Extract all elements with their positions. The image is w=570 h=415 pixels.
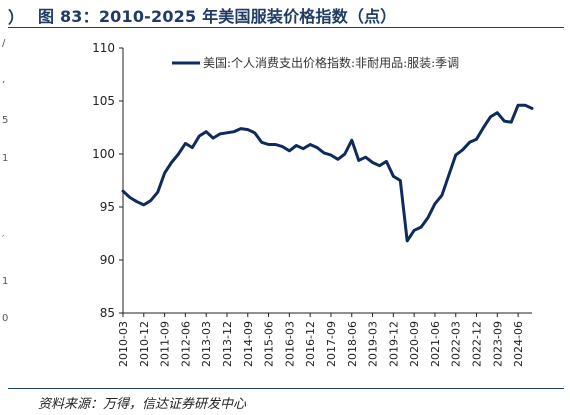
x-tick-label: 2018-06 <box>346 321 359 367</box>
x-tick-label: 2022-12 <box>471 321 484 367</box>
left-edge-fragment: 5 <box>2 115 9 126</box>
x-tick-label: 2011-09 <box>159 321 172 367</box>
title-bar: ） 图 83：2010-2025 年美国服装价格指数（点） <box>0 0 570 30</box>
x-tick-label: 2020-09 <box>408 321 421 367</box>
x-tick-label: 2013-03 <box>200 321 213 367</box>
title-left-mark: ） <box>8 8 25 27</box>
x-tick-label: 2019-12 <box>387 321 400 367</box>
x-tick-label: 2017-09 <box>325 321 338 367</box>
figure-title: 图 83：2010-2025 年美国服装价格指数（点） <box>38 7 397 26</box>
y-tick-label: 110 <box>92 41 115 55</box>
left-edge-fragment: 1 <box>2 276 9 287</box>
left-edge-fragment: 0 <box>2 313 9 324</box>
x-tick-label: 2010-03 <box>117 321 130 367</box>
series-line <box>121 103 534 243</box>
left-edge-fragment: / <box>2 38 6 49</box>
x-tick-label: 2014-09 <box>242 321 255 367</box>
x-tick-label: 2023-09 <box>491 321 504 367</box>
x-tick-label: 2012-06 <box>179 321 192 367</box>
source-note: 资料来源：万得，信达证券研发中心 <box>38 397 247 412</box>
left-edge-fragment: 1 <box>2 153 9 164</box>
x-tick-label: 2016-12 <box>304 321 317 367</box>
left-edge-fragment: ′ <box>2 234 5 245</box>
y-tick-label: 105 <box>92 94 115 108</box>
y-tick-label: 100 <box>92 147 115 161</box>
x-tick-label: 2022-03 <box>450 321 463 367</box>
bottom-rule <box>8 388 564 389</box>
title-rule <box>8 27 564 28</box>
x-tick-label: 2016-03 <box>283 321 296 367</box>
y-tick-label: 85 <box>100 306 115 320</box>
y-tick-label: 95 <box>100 200 115 214</box>
x-tick-label: 2015-06 <box>263 321 276 367</box>
y-tick-label: 90 <box>100 253 115 267</box>
x-tick-label: 2021-06 <box>429 321 442 367</box>
x-tick-label: 2013-12 <box>221 321 234 367</box>
legend-label: 美国:个人消费支出价格指数:非耐用品:服装:季调 <box>203 55 459 70</box>
line-chart: 85 90 95 100 105 110 2010-03 2010-12 2011-09 2012… <box>92 41 534 367</box>
x-tick-label: 2019-03 <box>367 321 380 367</box>
x-tick-label: 2024-06 <box>512 321 525 367</box>
left-edge-fragment: ’ <box>2 80 6 91</box>
x-tick-label: 2010-12 <box>138 321 151 367</box>
